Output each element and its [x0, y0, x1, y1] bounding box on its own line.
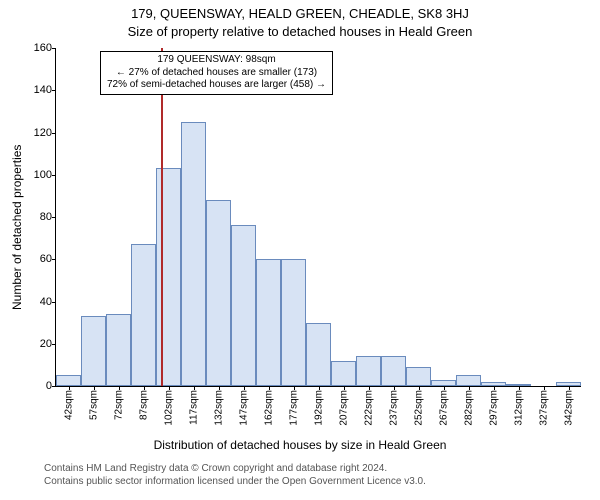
footer-line: Contains HM Land Registry data © Crown c… — [44, 462, 426, 475]
x-tick-mark — [294, 386, 295, 390]
y-tick-mark — [52, 344, 56, 345]
annotation-box: 179 QUEENSWAY: 98sqm ← 27% of detached h… — [100, 51, 333, 95]
x-tick-label: 102sqm — [163, 390, 174, 426]
y-tick-mark — [52, 90, 56, 91]
chart-plot-area: 02040608010012014016042sqm57sqm72sqm87sq… — [55, 48, 581, 387]
histogram-bar — [481, 382, 506, 386]
x-tick-mark — [219, 386, 220, 390]
x-tick-label: 207sqm — [338, 390, 349, 426]
x-tick-label: 192sqm — [313, 390, 324, 426]
histogram-bar — [356, 356, 381, 386]
x-tick-label: 342sqm — [563, 390, 574, 426]
y-tick-label: 60 — [40, 253, 52, 265]
y-tick-label: 100 — [34, 169, 52, 181]
x-axis-label: Distribution of detached houses by size … — [0, 438, 600, 452]
histogram-bar — [256, 259, 281, 386]
x-tick-label: 72sqm — [113, 390, 124, 420]
histogram-bar — [81, 316, 106, 386]
chart-subtitle: Size of property relative to detached ho… — [0, 24, 600, 39]
x-tick-label: 252sqm — [413, 390, 424, 426]
x-tick-mark — [269, 386, 270, 390]
x-tick-mark — [419, 386, 420, 390]
x-tick-label: 147sqm — [238, 390, 249, 426]
x-tick-mark — [569, 386, 570, 390]
x-tick-label: 312sqm — [513, 390, 524, 426]
y-tick-label: 20 — [40, 338, 52, 350]
x-tick-label: 267sqm — [438, 390, 449, 426]
x-tick-label: 222sqm — [363, 390, 374, 426]
histogram-bar — [281, 259, 306, 386]
x-tick-mark — [194, 386, 195, 390]
x-tick-mark — [519, 386, 520, 390]
annotation-line: 179 QUEENSWAY: 98sqm — [107, 54, 326, 67]
x-tick-mark — [494, 386, 495, 390]
x-tick-mark — [369, 386, 370, 390]
histogram-bar — [106, 314, 131, 386]
x-tick-label: 237sqm — [388, 390, 399, 426]
histogram-bar — [181, 122, 206, 386]
histogram-bar — [556, 382, 581, 386]
histogram-bar — [431, 380, 456, 386]
histogram-bar — [456, 375, 481, 386]
histogram-bar — [406, 367, 431, 386]
chart-title-address: 179, QUEENSWAY, HEALD GREEN, CHEADLE, SK… — [0, 6, 600, 21]
footer-line: Contains public sector information licen… — [44, 475, 426, 488]
x-tick-mark — [144, 386, 145, 390]
y-tick-label: 80 — [40, 211, 52, 223]
y-tick-mark — [52, 259, 56, 260]
y-tick-mark — [52, 217, 56, 218]
x-tick-mark — [544, 386, 545, 390]
x-tick-label: 87sqm — [138, 390, 149, 420]
y-tick-mark — [52, 302, 56, 303]
y-tick-mark — [52, 133, 56, 134]
histogram-bar — [131, 244, 156, 386]
y-tick-label: 140 — [34, 84, 52, 96]
y-tick-mark — [52, 48, 56, 49]
property-marker-line — [161, 48, 163, 386]
footer-attribution: Contains HM Land Registry data © Crown c… — [44, 462, 426, 488]
x-tick-label: 177sqm — [288, 390, 299, 426]
x-tick-label: 162sqm — [263, 390, 274, 426]
x-tick-label: 57sqm — [88, 390, 99, 420]
y-tick-label: 120 — [34, 127, 52, 139]
x-tick-label: 42sqm — [63, 390, 74, 420]
y-tick-label: 40 — [40, 296, 52, 308]
annotation-line: ← 27% of detached houses are smaller (17… — [107, 67, 326, 80]
x-tick-mark — [469, 386, 470, 390]
x-tick-label: 297sqm — [488, 390, 499, 426]
x-tick-mark — [394, 386, 395, 390]
histogram-bar — [56, 375, 81, 386]
histogram-bar — [306, 323, 331, 386]
y-axis-label: Number of detached properties — [10, 145, 24, 310]
x-tick-mark — [169, 386, 170, 390]
y-tick-label: 160 — [34, 42, 52, 54]
y-tick-mark — [52, 386, 56, 387]
x-tick-label: 117sqm — [188, 390, 199, 425]
x-tick-label: 282sqm — [463, 390, 474, 426]
x-tick-label: 327sqm — [538, 390, 549, 426]
x-tick-mark — [119, 386, 120, 390]
x-tick-mark — [344, 386, 345, 390]
x-tick-mark — [319, 386, 320, 390]
x-tick-mark — [69, 386, 70, 390]
histogram-bar — [331, 361, 356, 386]
y-tick-mark — [52, 175, 56, 176]
x-tick-mark — [444, 386, 445, 390]
x-tick-label: 132sqm — [213, 390, 224, 426]
x-tick-mark — [244, 386, 245, 390]
histogram-bar — [381, 356, 406, 386]
histogram-bar — [206, 200, 231, 386]
histogram-bar — [231, 225, 256, 386]
x-tick-mark — [94, 386, 95, 390]
annotation-line: 72% of semi-detached houses are larger (… — [107, 79, 326, 92]
histogram-bar — [506, 384, 531, 386]
histogram-bar — [156, 168, 181, 386]
